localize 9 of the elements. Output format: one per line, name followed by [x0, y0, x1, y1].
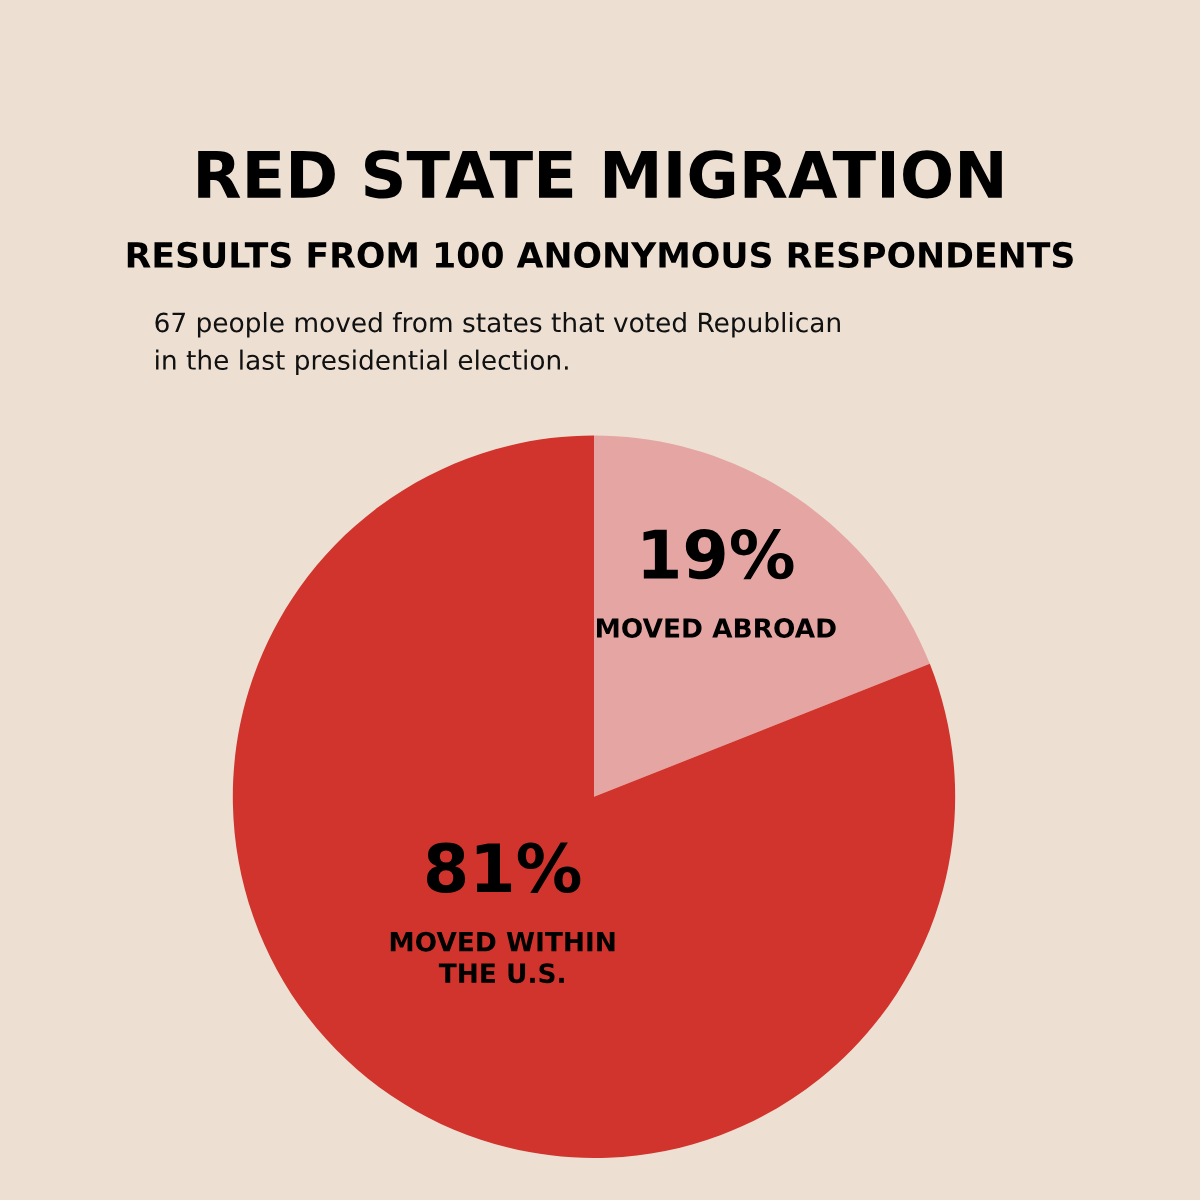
pie-slice [232, 435, 956, 1158]
slice-label: MOVED ABROAD [596, 618, 836, 638]
chart-title: RED STATE MIGRATION [198, 150, 1002, 199]
data-label: 19% [643, 528, 794, 580]
data-label: 81% [426, 842, 581, 894]
slice-label: MOVED WITHIN THE U.S. [390, 931, 615, 984]
chart-subtitle: RESULTS FROM 100 ANONYMOUS RESPONDENTS [127, 241, 1073, 269]
pie-slice [594, 435, 930, 797]
text: 67 people moved from states that voted Republican in the last presidential election. [155, 312, 840, 376]
